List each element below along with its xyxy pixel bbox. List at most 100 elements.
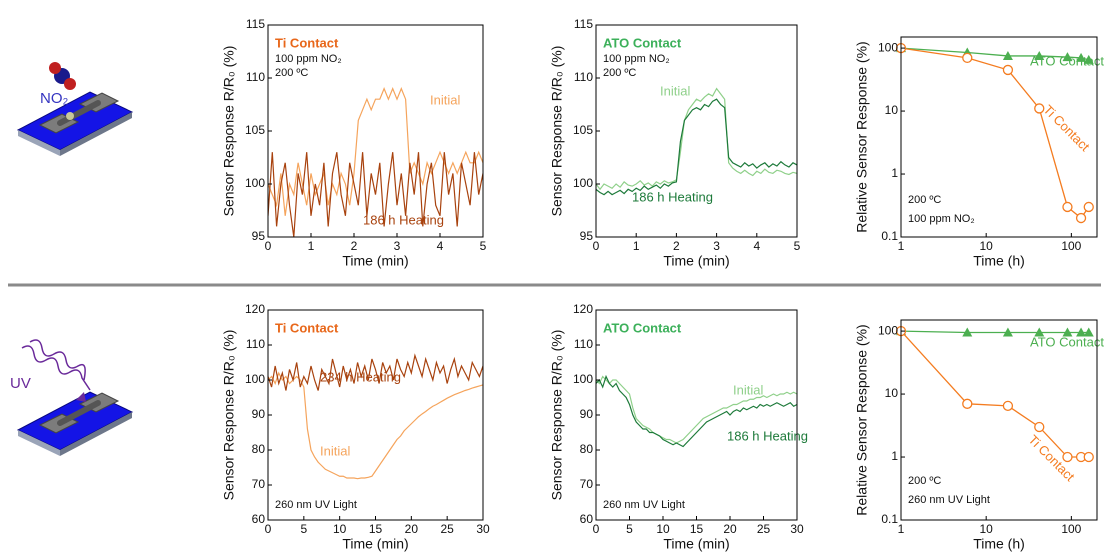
x-tick-label: 3 bbox=[713, 239, 720, 253]
y-axis-title: Sensor Response R/R₀ (%) bbox=[549, 46, 565, 217]
x-tick-label: 10 bbox=[979, 239, 993, 253]
y-tick-label: 120 bbox=[573, 302, 593, 316]
y-tick-label: 0.1 bbox=[881, 229, 898, 243]
marker-triangle bbox=[1034, 50, 1045, 60]
x-tick-label: 30 bbox=[476, 522, 490, 536]
marker-triangle bbox=[1062, 327, 1073, 337]
y-tick-label: 100 bbox=[573, 176, 593, 190]
y-tick-label: 120 bbox=[245, 302, 265, 316]
x-axis-title: Time (min) bbox=[663, 536, 729, 552]
series-line bbox=[596, 375, 797, 444]
y-tick-label: 115 bbox=[246, 17, 265, 31]
y-axis-title: Sensor Response R/R₀ (%) bbox=[221, 330, 237, 501]
series-label: ATO Contact bbox=[1030, 53, 1104, 68]
x-tick-label: 20 bbox=[405, 522, 419, 536]
y-tick-label: 80 bbox=[580, 442, 594, 456]
x-tick-label: 100 bbox=[1061, 522, 1081, 536]
annotation: 100 ppm NO₂ bbox=[603, 53, 670, 65]
y-tick-label: 95 bbox=[252, 229, 266, 243]
series-label: Initial bbox=[660, 83, 690, 98]
marker-circle bbox=[1083, 451, 1094, 463]
y-tick-label: 110 bbox=[246, 70, 265, 84]
x-tick-label: 2 bbox=[673, 239, 680, 253]
x-tick-label: 4 bbox=[437, 239, 444, 253]
y-tick-label: 100 bbox=[245, 176, 265, 190]
marker-circle bbox=[1002, 400, 1014, 411]
x-tick-label: 30 bbox=[790, 522, 804, 536]
marker-circle bbox=[1075, 212, 1087, 224]
marker-triangle bbox=[1076, 327, 1087, 337]
marker-triangle bbox=[1083, 54, 1094, 64]
x-tick-label: 4 bbox=[753, 239, 760, 253]
annotation: ATO Contact bbox=[603, 35, 682, 50]
plot-frame bbox=[267, 309, 484, 521]
marker-triangle bbox=[1076, 52, 1087, 62]
y-tick-label: 70 bbox=[252, 477, 266, 491]
gas-label: NO₂ bbox=[40, 90, 69, 107]
y-tick-label: 110 bbox=[574, 337, 593, 351]
annotation: 100 ppm NO₂ bbox=[275, 53, 342, 65]
plot-frame bbox=[900, 36, 1098, 238]
x-tick-label: 10 bbox=[656, 522, 670, 536]
x-tick-label: 3 bbox=[394, 239, 401, 253]
y-axis-title: Relative Sensor Response (%) bbox=[854, 41, 870, 232]
marker-triangle bbox=[1002, 50, 1013, 60]
marker-circle bbox=[1083, 201, 1094, 213]
x-tick-label: 20 bbox=[723, 522, 737, 536]
marker-triangle bbox=[962, 327, 973, 337]
y-tick-label: 1 bbox=[891, 449, 898, 463]
x-tick-label: 2 bbox=[351, 239, 358, 253]
series-line bbox=[901, 330, 1089, 458]
y-tick-label: 60 bbox=[580, 512, 594, 526]
x-tick-label: 10 bbox=[979, 522, 993, 536]
x-tick-label: 10 bbox=[333, 522, 347, 536]
marker-circle bbox=[1034, 103, 1045, 114]
chart-panel: Initial 186 h Heating 0 5 10 15 20 25 30 60 70 80 90… bbox=[549, 302, 808, 552]
series-label: Initial bbox=[320, 443, 350, 458]
annotation: 100 ppm NO₂ bbox=[908, 213, 975, 225]
y-tick-label: 105 bbox=[245, 123, 265, 137]
y-tick-label: 100 bbox=[878, 40, 898, 54]
x-tick-label: 25 bbox=[440, 522, 454, 536]
marker-triangle bbox=[1002, 327, 1013, 337]
series-line bbox=[268, 87, 483, 216]
y-tick-label: 70 bbox=[580, 477, 594, 491]
uv-device-icon: UV bbox=[10, 339, 134, 456]
y-tick-label: 100 bbox=[878, 323, 898, 337]
x-tick-label: 1 bbox=[633, 239, 640, 253]
marker-circle bbox=[1002, 64, 1014, 76]
annotation: 260 nm UV Light bbox=[275, 499, 357, 511]
chart-panel: Initial 186 h Heating 0 1 2 3 4 5 95 100 105 110 115… bbox=[549, 17, 801, 269]
x-tick-label: 0 bbox=[593, 522, 600, 536]
marker-circle bbox=[1062, 451, 1073, 463]
series-label: 186 h Heating bbox=[727, 428, 808, 443]
y-tick-label: 10 bbox=[885, 103, 899, 117]
series-line bbox=[596, 374, 797, 448]
marker-triangle bbox=[1062, 52, 1073, 62]
y-tick-label: 100 bbox=[573, 372, 593, 386]
y-tick-label: 110 bbox=[574, 70, 593, 84]
annotation: 260 nm UV Light bbox=[908, 494, 990, 506]
annotation: Ti Contact bbox=[275, 35, 339, 50]
x-tick-label: 1 bbox=[898, 239, 905, 253]
series-line bbox=[901, 47, 1090, 219]
series-line bbox=[596, 87, 797, 191]
series-label: 186 h Heating bbox=[363, 212, 444, 227]
annotation: Ti Contact bbox=[275, 320, 339, 335]
y-axis-title: Sensor Response R/R₀ (%) bbox=[221, 46, 237, 217]
series-label: Initial bbox=[430, 92, 460, 107]
x-tick-label: 5 bbox=[794, 239, 801, 253]
y-tick-label: 0.1 bbox=[881, 512, 898, 526]
x-axis-title: Time (min) bbox=[663, 253, 729, 269]
x-tick-label: 0 bbox=[265, 239, 272, 253]
plot-frame bbox=[595, 309, 798, 521]
series-label: 186 h Heating bbox=[632, 189, 713, 204]
x-tick-label: 15 bbox=[369, 522, 383, 536]
x-axis-title: Time (h) bbox=[973, 536, 1025, 552]
y-axis-title: Relative Sensor Response (%) bbox=[854, 324, 870, 515]
annotation: 260 nm UV Light bbox=[603, 499, 685, 511]
x-tick-label: 1 bbox=[308, 239, 315, 253]
x-tick-label: 100 bbox=[1061, 239, 1081, 253]
